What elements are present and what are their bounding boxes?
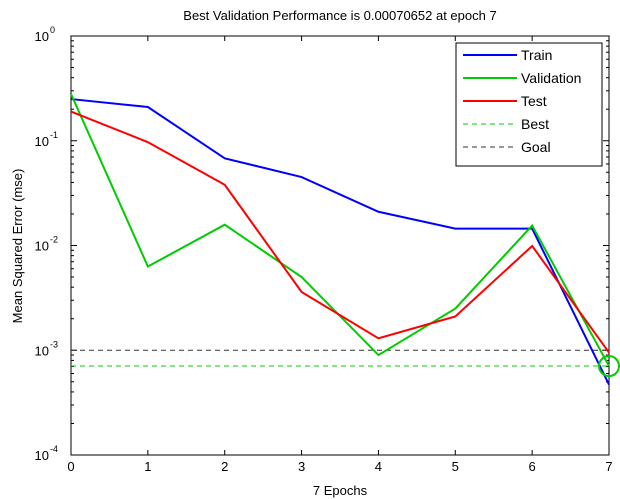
x-tick-label: 6	[529, 459, 536, 474]
y-tick-exponent: -2	[50, 235, 58, 245]
series-lines	[70, 93, 610, 386]
x-tick-label: 7	[605, 459, 612, 474]
x-axis-ticks: 0 1 2 3 4 5 6 7	[67, 36, 613, 474]
chart-title: Best Validation Performance is 0.0007065…	[183, 8, 496, 23]
y-tick-exponent: -1	[50, 130, 58, 140]
best-point-marker	[598, 355, 620, 378]
test-series-line	[70, 110, 610, 354]
x-tick-label: 3	[298, 459, 305, 474]
legend-label-test: Test	[521, 93, 547, 109]
best-point-marker-group	[598, 355, 620, 378]
legend-label-train: Train	[521, 47, 552, 63]
y-axis-label: Mean Squared Error (mse)	[10, 169, 25, 324]
train-series-line	[70, 98, 610, 386]
legend-label-best: Best	[521, 116, 549, 132]
legend-label-goal: Goal	[521, 139, 551, 155]
y-tick-label: 10	[35, 343, 49, 358]
x-tick-label: 1	[144, 459, 151, 474]
x-tick-label: 5	[452, 459, 459, 474]
y-tick-label: 10	[35, 239, 49, 254]
y-tick-label: 10	[35, 448, 49, 463]
y-tick-exponent: -4	[50, 444, 58, 454]
legend-box	[455, 42, 603, 167]
x-axis-label: 7 Epochs	[313, 483, 368, 498]
x-tick-label: 4	[375, 459, 382, 474]
y-tick-exponent: 0	[50, 25, 55, 35]
legend-label-validation: Validation	[521, 70, 581, 86]
x-tick-label: 2	[221, 459, 228, 474]
legend: Train Validation Test Best Goal	[455, 42, 603, 167]
x-tick-label: 0	[67, 459, 74, 474]
y-tick-exponent: -3	[50, 339, 58, 349]
y-tick-label: 10	[35, 134, 49, 149]
y-tick-label: 10	[35, 29, 49, 44]
